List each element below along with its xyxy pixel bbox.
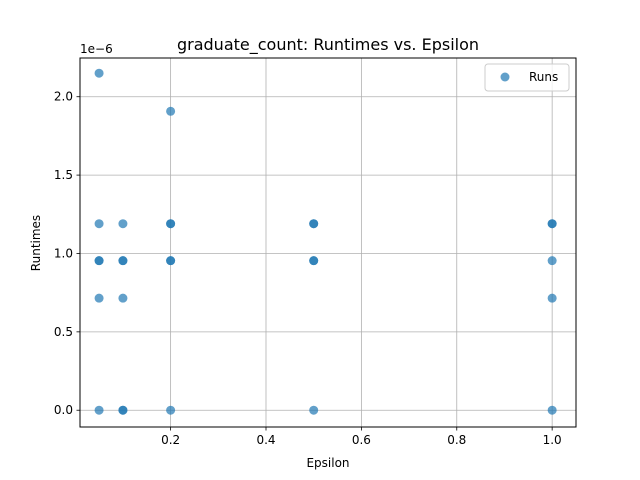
x-axis-label: Epsilon	[306, 456, 349, 470]
plot-frame	[79, 57, 577, 428]
data-point	[547, 405, 557, 415]
data-point	[547, 219, 557, 229]
data-point	[166, 405, 176, 415]
data-point	[118, 256, 128, 266]
x-tick-label: 0.6	[352, 433, 371, 447]
x-tick-label: 0.2	[161, 433, 180, 447]
data-point	[94, 219, 104, 229]
data-point	[118, 293, 128, 303]
data-point	[94, 68, 104, 78]
data-point	[94, 405, 104, 415]
x-tick-label: 0.8	[447, 433, 466, 447]
y-tick-label: 1.5	[54, 168, 73, 182]
data-point	[166, 256, 176, 266]
data-point	[94, 256, 104, 266]
data-point	[309, 219, 319, 229]
data-point	[94, 293, 104, 303]
data-point	[309, 256, 319, 266]
data-point	[547, 293, 557, 303]
y-axis-ticks: 0.0 0.5 1.0 1.5 2.0	[54, 90, 80, 417]
chart-title: graduate_count: Runtimes vs. Epsilon	[177, 35, 479, 55]
data-point	[309, 405, 319, 415]
data-points	[94, 68, 557, 415]
x-axis-ticks: 0.2 0.4 0.6 0.8 1.0	[161, 427, 562, 447]
legend-marker	[500, 72, 510, 82]
y-tick-label: 1.0	[54, 246, 73, 260]
legend-box	[484, 63, 570, 92]
x-tick-label: 0.4	[256, 433, 275, 447]
y-tick-label: 0.0	[54, 403, 73, 417]
data-point	[547, 256, 557, 266]
x-tick-label: 1.0	[543, 433, 562, 447]
data-point	[166, 219, 176, 229]
y-tick-label: 2.0	[54, 90, 73, 104]
legend: Runs	[484, 63, 570, 92]
y-tick-label: 0.5	[54, 325, 73, 339]
data-point	[118, 405, 128, 415]
data-point	[166, 106, 176, 116]
y-axis-offset-text: 1e−6	[80, 42, 113, 56]
y-axis-label: Runtimes	[29, 215, 43, 271]
grid-lines	[80, 58, 576, 427]
legend-entry-runs: Runs	[529, 70, 558, 84]
data-point	[118, 219, 128, 229]
